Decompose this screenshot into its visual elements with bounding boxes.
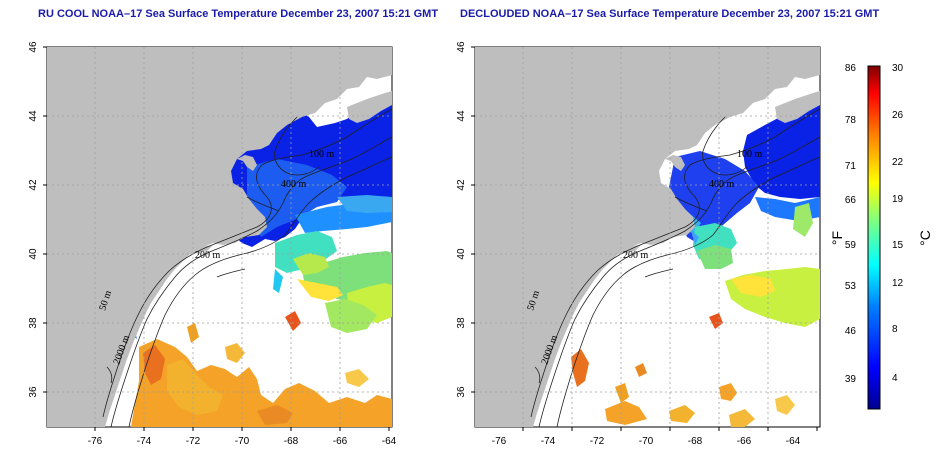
lat-tick-left: 46 xyxy=(28,41,39,53)
panel-title-left: RU COOL NOAA–17 Sea Surface Temperature … xyxy=(38,8,439,20)
colorbar-f-tick: 71 xyxy=(845,161,857,172)
colorbar-c-tick: 30 xyxy=(892,63,904,74)
colorbar-f-tick: 39 xyxy=(845,374,857,385)
lat-tick-left: 38 xyxy=(28,317,39,329)
lat-tick-left: 42 xyxy=(28,179,39,191)
colorbar-gradient xyxy=(867,65,881,410)
contour-label-400-right: 400 m xyxy=(709,179,735,190)
lat-tick-right: 42 xyxy=(456,179,467,191)
lat-tick-right: 36 xyxy=(456,386,467,398)
lat-tick-right: 44 xyxy=(456,110,467,122)
lon-tick-left: -74 xyxy=(137,436,152,447)
axis-ticks-left xyxy=(43,46,390,431)
axis-ticks-right xyxy=(471,46,818,431)
contour-label-200-left: 200 m xyxy=(195,250,221,261)
lon-tick-right: -66 xyxy=(737,436,752,447)
colorbar-c-tick: 8 xyxy=(892,324,898,335)
lat-tick-left: 40 xyxy=(28,248,39,260)
colorbar-c-tick: 22 xyxy=(892,157,904,168)
lon-tick-right: -76 xyxy=(492,436,507,447)
lat-tick-right: 38 xyxy=(456,317,467,329)
panel-title-right: DECLOUDED NOAA–17 Sea Surface Temperatur… xyxy=(460,8,880,20)
lon-tick-left: -70 xyxy=(235,436,250,447)
lat-tick-right: 40 xyxy=(456,248,467,260)
colorbar-f-tick: 53 xyxy=(845,281,857,292)
colorbar-c-tick: 19 xyxy=(892,194,904,205)
colorbar-fahrenheit-unit: °F xyxy=(829,231,845,245)
lon-tick-right: -64 xyxy=(786,436,801,447)
colorbar-celsius-unit: °C xyxy=(917,230,933,246)
contour-label-100-right: 100 m xyxy=(737,149,763,160)
lon-tick-right: -72 xyxy=(590,436,605,447)
lon-tick-left: -76 xyxy=(88,436,103,447)
colorbar-f-tick: 59 xyxy=(845,240,857,251)
lat-tick-left: 44 xyxy=(28,110,39,122)
colorbar-c-tick: 4 xyxy=(892,373,898,384)
colorbar-c-tick: 15 xyxy=(892,240,904,251)
lat-tick-right: 46 xyxy=(456,41,467,53)
lon-tick-right: -74 xyxy=(541,436,556,447)
lon-tick-left: -66 xyxy=(333,436,348,447)
lon-tick-left: -68 xyxy=(284,436,299,447)
colorbar-f-tick: 78 xyxy=(845,115,857,126)
lon-tick-right: -68 xyxy=(688,436,703,447)
colorbar-c-tick: 26 xyxy=(892,110,904,121)
colorbar: 86 78 71 66 59 53 46 39 30 26 22 19 15 1… xyxy=(829,63,933,410)
colorbar-f-tick: 46 xyxy=(845,326,857,337)
contour-label-200-right: 200 m xyxy=(623,250,649,261)
lon-tick-left: -72 xyxy=(186,436,201,447)
sst-field-left xyxy=(87,95,392,427)
map-panel-left: 100 m 400 m 200 m 50 m 2000 m -76 -74 -7… xyxy=(28,41,397,447)
colorbar-f-tick: 86 xyxy=(845,63,857,74)
lon-tick-right: -70 xyxy=(639,436,654,447)
colorbar-c-tick: 12 xyxy=(892,278,904,289)
contour-label-400-left: 400 m xyxy=(281,179,307,190)
colorbar-f-tick: 66 xyxy=(845,195,857,206)
lon-tick-left: -64 xyxy=(382,436,397,447)
map-panel-right: 100 m 400 m 200 m 50 m 2000 m -76 -74 -7… xyxy=(456,41,821,447)
lat-tick-left: 36 xyxy=(28,386,39,398)
contour-label-100-left: 100 m xyxy=(309,149,335,160)
